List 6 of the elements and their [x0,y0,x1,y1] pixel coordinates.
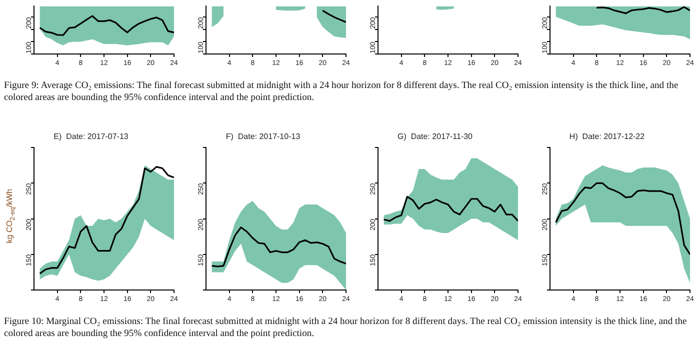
chart-title: G) Date: 2017-11-30 [397,132,474,142]
caption: Figure 10: Marginal CO₂ emissions: The final forecast submitted at midnight with a 24 hour horizon for 8 different days. The real CO₂ emission intensity is the thick line, and the colored areas are bounding the 95% confidence interval and the point prediction. [4,316,688,340]
chart-title: E) Date: 2017-07-13 [54,132,129,142]
chart-title: F) Date: 2017-10-13 [226,132,301,142]
chart-title: H) Date: 2017-12-22 [569,132,646,142]
caption: Figure 9: Average CO₂ emissions: The final forecast submitted at midnight with a 24 hour horizon for 8 different days. The real CO₂ emission intensity is the thick line, and the colored areas are bounding the 95% confidence interval and the point prediction. [4,80,680,104]
